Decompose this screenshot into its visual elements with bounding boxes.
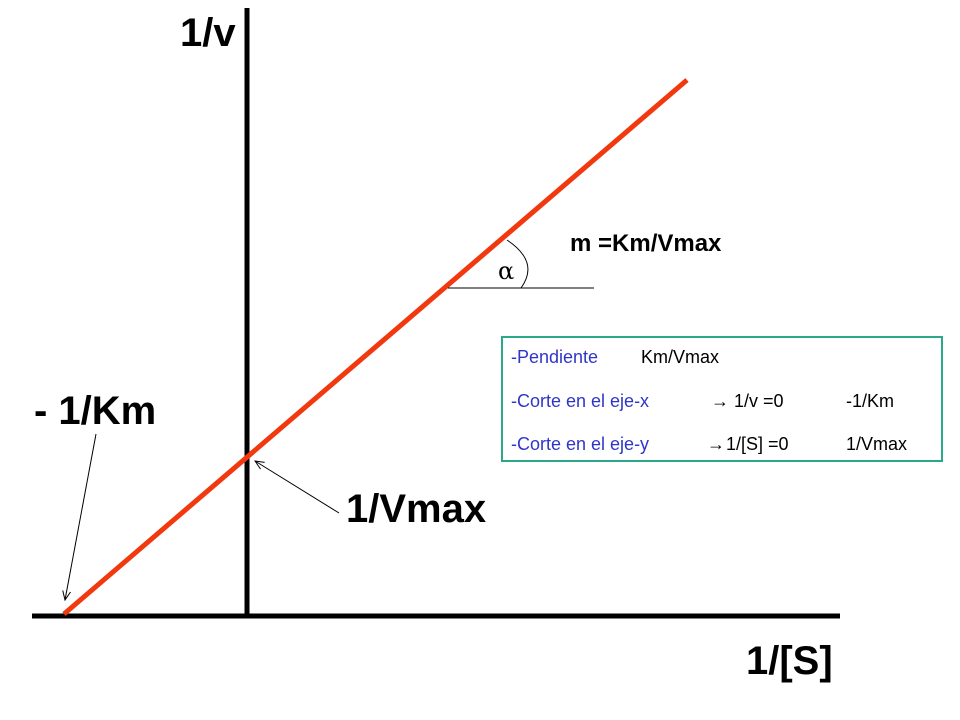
angle-alpha-symbol: α: [498, 257, 514, 285]
x-axis-label: 1/[S]: [746, 639, 833, 683]
y-intercept-label: 1/Vmax: [346, 487, 486, 531]
x-intercept-label: - 1/Km: [34, 389, 156, 433]
legend-condition: 1/[S] =0: [726, 434, 789, 454]
legend-condition: 1/v =0: [734, 391, 784, 411]
legend-term: -Pendiente: [511, 347, 599, 367]
x-intercept-arrow: [65, 433, 97, 600]
reciprocal-plot-line: [62, 78, 689, 616]
arrow-right-icon: →: [711, 391, 729, 411]
legend-value: Km/Vmax: [641, 347, 720, 367]
slope-label: m =Km/Vmax: [570, 230, 722, 257]
legend-value: 1/Vmax: [846, 434, 908, 454]
legend-term: -Corte en el eje-y: [511, 434, 650, 454]
angle-arc: [506, 239, 529, 289]
legend-term: -Corte en el eje-x: [511, 391, 650, 411]
legend-value: -1/Km: [846, 391, 895, 411]
arrow-right-icon: →: [707, 434, 725, 454]
y-intercept-arrow: [255, 461, 340, 514]
y-axis-label: 1/v: [180, 11, 236, 55]
summary-legend-box: -Pendiente Km/Vmax -Corte en el eje-x → …: [501, 336, 943, 462]
